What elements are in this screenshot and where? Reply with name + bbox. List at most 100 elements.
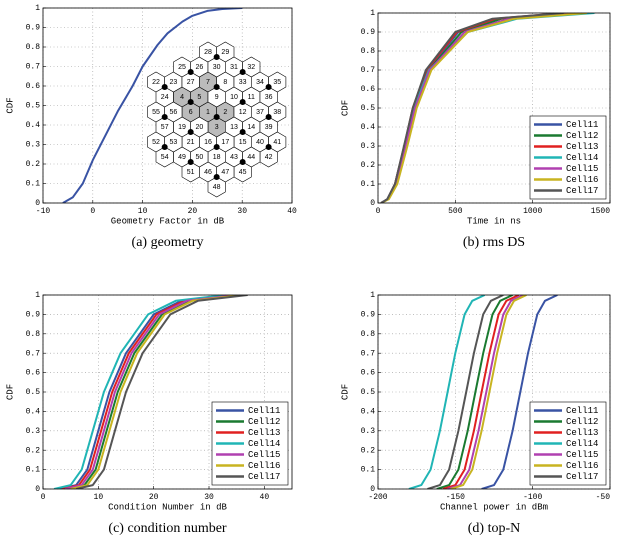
hex-label: 50 — [195, 154, 203, 161]
hex-label: 22 — [152, 79, 160, 86]
hex-label: 57 — [161, 124, 169, 131]
cdf-line — [408, 295, 486, 489]
y-tick-label: 0.4 — [361, 123, 376, 132]
x-tick-label: 1500 — [591, 207, 610, 216]
y-tick-label: 0.7 — [361, 66, 376, 75]
cdf-line — [59, 295, 232, 489]
y-tick-label: 0 — [35, 199, 40, 208]
hex-label: 33 — [239, 79, 247, 86]
y-tick-label: 0.7 — [26, 63, 41, 72]
hex-label: 25 — [178, 64, 186, 71]
y-tick-label: 1 — [370, 9, 375, 18]
y-tick-label: 0.3 — [361, 142, 376, 151]
y-tick-label: 0.3 — [26, 141, 41, 150]
site-dot — [187, 69, 194, 75]
legend-label: Cell11 — [566, 406, 598, 416]
site-dot — [161, 144, 168, 150]
site-dot — [187, 159, 194, 165]
hex-label: 54 — [161, 154, 169, 161]
legend-label: Cell12 — [248, 417, 280, 427]
hex-label: 41 — [273, 139, 281, 146]
y-tick-label: 0.5 — [26, 102, 41, 111]
legend-label: Cell11 — [248, 406, 280, 416]
y-tick-label: 0.8 — [361, 47, 376, 56]
x-tick-label: 40 — [287, 207, 297, 216]
x-axis-label: Geometry Factor in dB — [111, 216, 225, 226]
hex-label: 2 — [223, 109, 227, 116]
legend-label: Cell16 — [248, 461, 280, 471]
site-dot — [265, 84, 272, 90]
legend-label: Cell14 — [566, 439, 598, 449]
x-tick-label: 1000 — [523, 207, 542, 216]
hex-label: 46 — [204, 169, 212, 176]
hex-label: 12 — [239, 109, 247, 116]
hex-label: 37 — [256, 109, 264, 116]
hex-cell — [155, 116, 174, 138]
site-dot — [239, 129, 246, 135]
hex-label: 6 — [189, 109, 193, 116]
hex-label: 51 — [187, 169, 195, 176]
site-dot — [265, 114, 272, 120]
y-tick-label: 0.3 — [361, 427, 376, 436]
plot-frame — [42, 7, 293, 204]
x-tick-label: 10 — [94, 493, 104, 502]
site-dot — [213, 114, 220, 120]
site-dot — [213, 54, 220, 60]
cdf-line — [442, 295, 520, 489]
legend-label: Cell12 — [566, 131, 598, 141]
y-tick-label: 0.6 — [26, 369, 41, 378]
cdf-line — [75, 295, 248, 489]
hex-cell — [207, 176, 226, 198]
cdf-line — [70, 295, 243, 489]
legend-label: Cell15 — [248, 450, 280, 460]
cdf-line — [436, 295, 514, 489]
y-tick-label: 0.6 — [361, 85, 376, 94]
site-dot — [213, 144, 220, 150]
site-dot — [187, 99, 194, 105]
hex-label: 39 — [265, 124, 273, 131]
cdf-line — [450, 295, 527, 489]
cdf-line — [62, 8, 243, 203]
hex-label: 40 — [256, 139, 264, 146]
y-axis-label: CDF — [340, 100, 350, 116]
y-tick-label: 1 — [35, 4, 40, 13]
site-dot — [213, 84, 220, 90]
x-tick-label: 40 — [260, 493, 270, 502]
y-tick-label: 1 — [370, 291, 375, 300]
y-tick-label: 0.5 — [361, 388, 376, 397]
y-axis-label: CDF — [5, 97, 15, 113]
cdf-line — [380, 13, 564, 203]
site-dot — [213, 174, 220, 180]
legend-label: Cell14 — [248, 439, 280, 449]
site-dot — [239, 99, 246, 105]
legend-label: Cell15 — [566, 164, 598, 174]
y-tick-label: 0.1 — [26, 466, 41, 475]
site-dot — [239, 159, 246, 165]
y-tick-label: 0 — [35, 485, 40, 494]
y-tick-label: 0.9 — [361, 28, 376, 37]
caption: (a) geometry — [132, 235, 204, 250]
hex-label: 45 — [239, 169, 247, 176]
x-tick-label: 0 — [90, 207, 95, 216]
legend-label: Cell13 — [566, 428, 598, 438]
cdf-line — [380, 13, 587, 203]
x-tick-label: 0 — [41, 493, 46, 502]
x-tick-label: -200 — [368, 493, 387, 502]
y-tick-label: 0.2 — [361, 161, 376, 170]
hex-label: 7 — [206, 79, 210, 86]
hex-label: 1 — [206, 109, 210, 116]
y-tick-label: 0.9 — [26, 311, 41, 320]
legend-label: Cell15 — [566, 450, 598, 460]
legend-label: Cell17 — [566, 186, 598, 196]
hex-label: 5 — [197, 94, 201, 101]
y-tick-label: 0.1 — [361, 466, 376, 475]
cdf-line — [447, 295, 524, 489]
cdf-line — [481, 295, 558, 489]
hex-label: 38 — [273, 109, 281, 116]
hex-label: 24 — [161, 94, 169, 101]
y-tick-label: 0.5 — [361, 104, 376, 113]
y-tick-label: 0.8 — [26, 43, 41, 52]
hex-label: 56 — [169, 109, 177, 116]
hex-label: 11 — [248, 94, 255, 101]
x-tick-label: -10 — [36, 207, 51, 216]
